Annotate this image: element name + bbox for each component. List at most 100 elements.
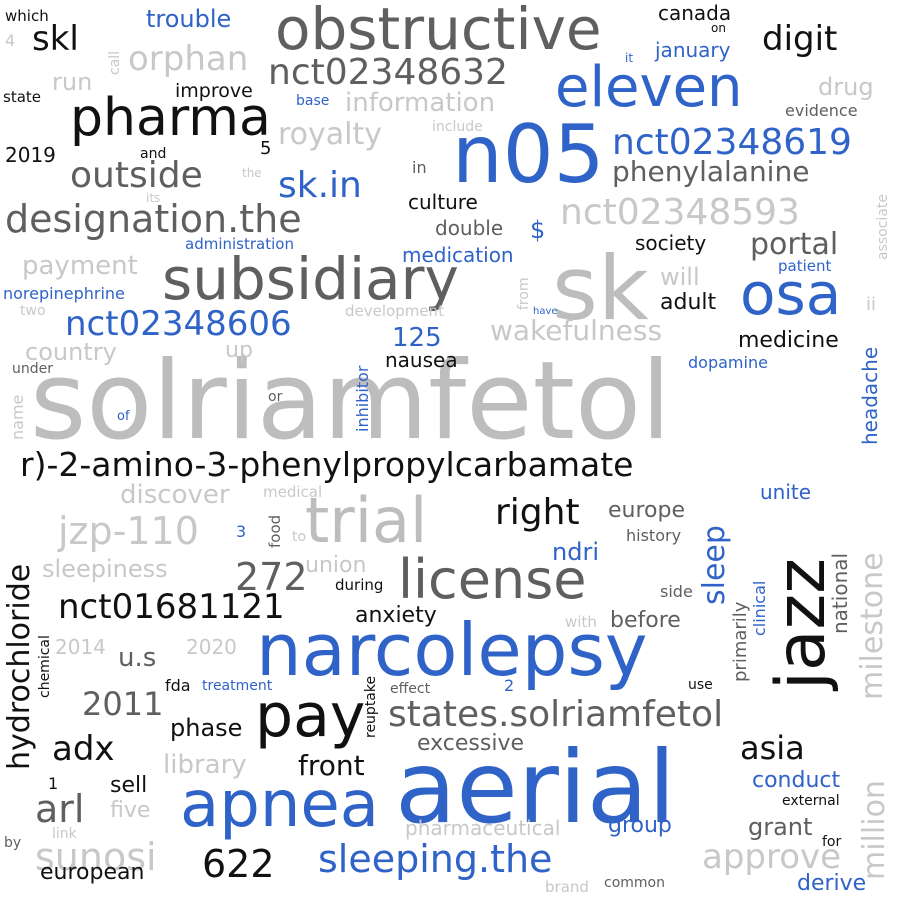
word: trouble: [146, 5, 232, 33]
word: inhibitor: [353, 365, 372, 432]
word: wakefulness: [490, 314, 663, 347]
word: canada: [658, 1, 732, 25]
word: national: [828, 552, 852, 634]
word: it: [625, 51, 634, 65]
word: approve: [702, 837, 842, 877]
word: double: [435, 216, 504, 240]
word: 1: [48, 774, 59, 793]
word: trial: [305, 484, 428, 557]
word: nct02348632: [268, 52, 508, 93]
word: 3: [236, 522, 247, 541]
word: unite: [760, 480, 812, 504]
word: include: [432, 119, 483, 135]
word: society: [635, 231, 707, 255]
word: r)-2-amino-3-phenylpropylcarbamate: [20, 445, 634, 484]
word: with: [565, 613, 597, 631]
word: treatment: [202, 678, 273, 694]
word: clinical: [750, 580, 769, 636]
word: phenylalanine: [612, 155, 810, 188]
word: orphan: [128, 39, 249, 79]
word: adult: [660, 290, 717, 315]
word: aerial: [395, 729, 676, 846]
word: solriamfetol: [30, 339, 672, 464]
word: associate: [875, 193, 891, 260]
word: run: [52, 68, 93, 96]
word: designation.the: [5, 197, 302, 241]
word: base: [296, 93, 330, 109]
word: dopamine: [688, 353, 768, 372]
word: history: [626, 526, 682, 545]
word: pharma: [70, 88, 271, 148]
word: sleepiness: [42, 555, 168, 583]
word: up: [225, 338, 253, 363]
word: obstructive: [275, 0, 602, 63]
word: from: [516, 277, 532, 310]
word: skl: [32, 19, 79, 59]
word: europe: [608, 498, 685, 523]
word: sleeping.the: [318, 837, 553, 881]
word: portal: [750, 227, 839, 262]
word: or: [268, 389, 283, 405]
word: food: [266, 514, 284, 548]
word: arl: [35, 787, 85, 831]
word: link: [52, 826, 77, 842]
word: 272: [235, 555, 308, 599]
word: use: [688, 677, 713, 693]
word: call: [107, 50, 123, 75]
word: before: [610, 608, 681, 633]
word: nct02348593: [560, 192, 800, 233]
word: evidence: [785, 101, 858, 120]
word: $: [530, 216, 546, 244]
word: sk: [552, 237, 649, 340]
word: brand: [545, 878, 589, 896]
word: excessive: [417, 731, 525, 756]
word: under: [12, 361, 54, 377]
word: chemical: [37, 635, 53, 698]
word: jazz: [762, 558, 841, 690]
word: nausea: [385, 348, 458, 372]
word: 622: [202, 842, 275, 886]
word: sunosi: [35, 835, 157, 879]
word: effect: [390, 681, 431, 697]
word: right: [495, 492, 580, 533]
word: osa: [740, 260, 842, 328]
word: pay: [255, 681, 366, 751]
word: digit: [762, 19, 838, 59]
word: for: [822, 834, 842, 850]
word: 4: [5, 31, 16, 50]
word: norepinephrine: [3, 284, 125, 303]
word: ndri: [552, 538, 599, 566]
word: nct02348619: [612, 122, 852, 163]
word: payment: [22, 251, 138, 281]
word: fda: [165, 676, 191, 695]
word: 2011: [82, 685, 164, 723]
word: apnea: [180, 768, 379, 842]
word: common: [604, 875, 665, 891]
word: primarily: [730, 601, 751, 682]
word: country: [25, 338, 117, 366]
word: name: [8, 394, 27, 440]
word: pharmaceutical: [405, 816, 561, 840]
word: states.solriamfetol: [388, 694, 724, 735]
word: union: [305, 553, 367, 578]
word: two: [20, 303, 46, 319]
word: license: [398, 548, 587, 611]
word: asia: [740, 729, 805, 767]
word: hydrochloride: [2, 563, 37, 770]
word: anxiety: [355, 603, 437, 628]
word: side: [660, 582, 693, 601]
word: administration: [185, 235, 294, 253]
word: in: [412, 158, 427, 177]
word: conduct: [752, 768, 841, 793]
word: group: [608, 813, 672, 838]
word: nct02348606: [65, 304, 292, 344]
word: during: [335, 576, 384, 594]
word: european: [40, 860, 145, 885]
word: will: [660, 263, 700, 291]
word: phase: [170, 714, 243, 742]
word: eleven: [555, 55, 743, 120]
word: 2: [504, 676, 515, 695]
word: royalty: [278, 117, 383, 152]
word: information: [345, 88, 496, 118]
